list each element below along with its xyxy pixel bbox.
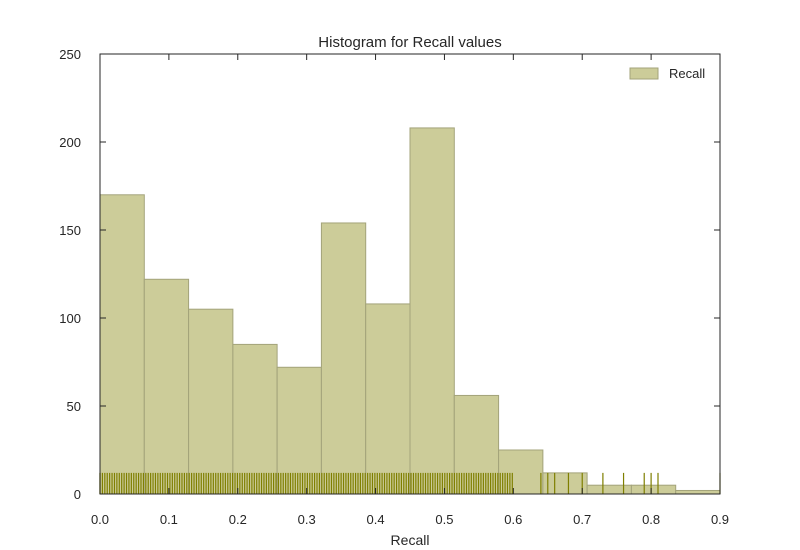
x-tick-label: 0.8	[642, 512, 660, 527]
y-tick-label: 200	[59, 135, 81, 150]
x-axis-ticks: 0.0 0.1 0.2 0.3 0.4 0.5 0.6 0.7 0.8 0.9	[91, 54, 729, 527]
legend-label-recall: Recall	[669, 66, 705, 81]
x-tick-label: 0.9	[711, 512, 729, 527]
histogram-bar	[586, 484, 632, 495]
histogram-bars	[99, 127, 721, 495]
histogram-bar	[542, 472, 588, 495]
legend: Recall	[629, 66, 705, 81]
y-tick-label: 50	[67, 399, 81, 414]
chart-title: Histogram for Recall values	[318, 34, 501, 51]
histogram-bar	[630, 484, 677, 495]
histogram-bar	[232, 343, 278, 495]
y-tick-label: 0	[74, 487, 81, 502]
x-tick-label: 0.2	[229, 512, 247, 527]
x-tick-label: 0.7	[573, 512, 591, 527]
histogram-bar	[675, 489, 721, 495]
histogram-bar	[320, 222, 367, 495]
legend-swatch	[629, 67, 659, 80]
x-axis-label: Recall	[391, 532, 430, 548]
rug-ticks	[99, 472, 721, 494]
histogram-bar	[188, 308, 234, 495]
x-tick-label: 0.0	[91, 512, 109, 527]
y-axis-ticks: 0 50 100 150 200 250	[59, 47, 720, 502]
histogram-bar	[409, 127, 455, 495]
histogram-bar	[365, 303, 411, 495]
histogram-bar	[143, 278, 190, 495]
x-tick-label: 0.6	[504, 512, 522, 527]
y-tick-label: 150	[59, 223, 81, 238]
x-tick-label: 0.1	[160, 512, 178, 527]
y-tick-label: 250	[59, 47, 81, 62]
y-tick-label: 100	[59, 311, 81, 326]
x-tick-label: 0.5	[435, 512, 453, 527]
histogram-bar	[99, 194, 145, 495]
plot-frame	[99, 53, 721, 495]
x-tick-label: 0.4	[367, 512, 385, 527]
x-tick-label: 0.3	[298, 512, 316, 527]
